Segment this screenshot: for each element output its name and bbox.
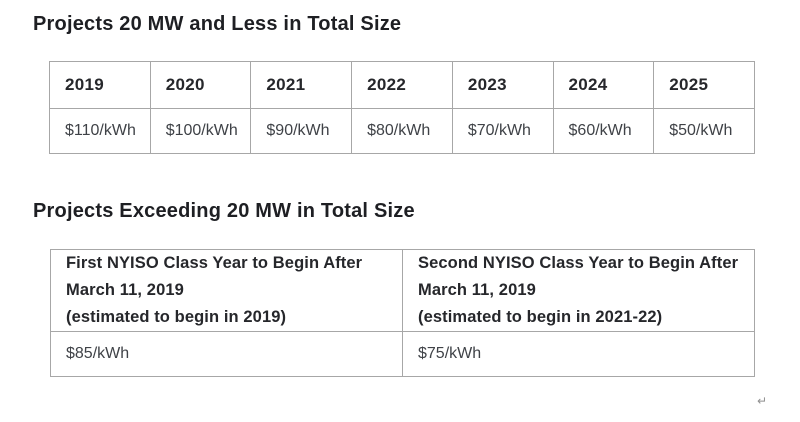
year-header-cell: 2023 [451,61,554,109]
price-cell: $75/kWh [402,331,755,377]
class-year-header-row: First NYISO Class Year to Begin After Ma… [50,249,755,332]
small-projects-section-title: Projects 20 MW and Less in Total Size [33,13,402,35]
price-value-row: $110/kWh $100/kWh $90/kWh $80/kWh $70/kW… [49,108,755,154]
price-value-row: $85/kWh $75/kWh [50,331,755,377]
year-header-cell: 2022 [351,61,453,109]
large-projects-table: First NYISO Class Year to Begin After Ma… [50,249,755,377]
second-class-year-header-cell: Second NYISO Class Year to Begin After M… [402,249,755,332]
year-header-cell: 2020 [149,61,252,109]
large-projects-section-title: Projects Exceeding 20 MW in Total Size [33,200,415,222]
header-line-3: (estimated to begin in 2021-22) [418,308,663,326]
header-line-1: Second NYISO Class Year to Begin After [418,254,739,272]
first-class-year-header-cell: First NYISO Class Year to Begin After Ma… [50,249,403,332]
header-line-1: First NYISO Class Year to Begin After [66,254,363,272]
price-cell: $60/kWh [552,108,655,154]
year-header-cell: 2021 [250,61,353,109]
paragraph-return-mark-icon: ↵ [757,394,768,408]
year-header-row: 2019 2020 2021 2022 2023 2024 2025 [49,61,755,109]
price-cell: $80/kWh [351,108,453,154]
header-line-2: March 11, 2019 [418,281,536,299]
price-cell: $85/kWh [50,331,403,377]
header-line-3: (estimated to begin in 2019) [66,308,287,326]
price-cell: $90/kWh [250,108,353,154]
small-projects-table: 2019 2020 2021 2022 2023 2024 2025 $110/… [49,61,755,154]
year-header-cell: 2024 [552,61,655,109]
price-cell: $70/kWh [451,108,554,154]
price-cell: $50/kWh [653,108,755,154]
price-cell: $110/kWh [49,108,151,154]
price-cell: $100/kWh [149,108,252,154]
header-line-2: March 11, 2019 [66,281,184,299]
year-header-cell: 2019 [49,61,151,109]
year-header-cell: 2025 [653,61,755,109]
